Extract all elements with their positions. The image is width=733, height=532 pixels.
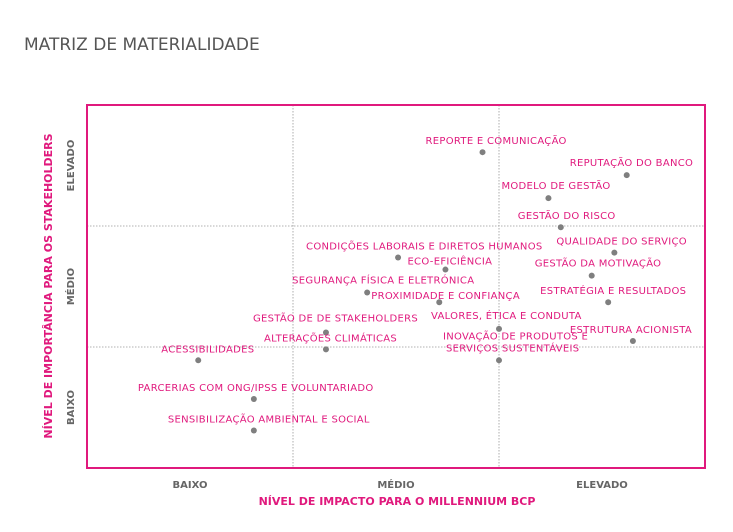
point-label: ECO-EFICIÊNCIA (407, 255, 492, 268)
y-tick-label: BAIXO (66, 390, 77, 425)
point-marker (250, 396, 257, 403)
data-point: INOVAÇÃO DE PRODUTOS E SERVIÇOS SUSTENTÁV… (443, 329, 588, 364)
data-point: MODELO DE GESTÃO (501, 179, 610, 202)
point-marker (250, 427, 257, 434)
data-point: PROXIMIDADE E CONFIANÇA (371, 291, 520, 306)
point-marker (322, 346, 329, 353)
point-label: ACESSIBILIDADES (161, 344, 254, 355)
point-label: PROXIMIDADE E CONFIANÇA (371, 291, 520, 302)
x-axis-title: NÍVEL DE IMPACTO PARA O MILLENNIUM BCP (259, 495, 536, 508)
x-tick-label: BAIXO (173, 480, 208, 491)
point-label: QUALIDADE DO SERVIÇO (556, 237, 687, 248)
point-label: ESTRUTURA ACIONISTA (570, 325, 692, 336)
point-marker (611, 249, 618, 256)
data-point: REPUTAÇÃO DO BANCO (570, 156, 694, 179)
y-tick-labels: BAIXO MÉDIO ELEVADO (64, 140, 77, 425)
point-label: REPUTAÇÃO DO BANCO (570, 156, 694, 169)
data-point: GESTÃO DE DE STAKEHOLDERS (253, 311, 418, 336)
data-point: SENSIBILIZAÇÃO AMBIENTAL E SOCIAL (168, 412, 370, 434)
data-point: REPORTE E COMUNICAÇÃO (426, 134, 567, 156)
point-label: SENSIBILIZAÇÃO AMBIENTAL E SOCIAL (168, 412, 370, 425)
point-label: VALORES, ÉTICA E CONDUTA (431, 309, 582, 322)
data-point: QUALIDADE DO SERVIÇO (556, 237, 687, 256)
data-point: CONDIÇÕES LABORAIS E DIRETOS HUMANOS (306, 239, 542, 261)
point-marker (479, 149, 486, 156)
point-marker (195, 357, 202, 364)
data-point: ESTRUTURA ACIONISTA (570, 325, 692, 344)
y-axis-title: NÍVEL DE IMPORTÂNCIA PARA OS STAKEHOLDER… (42, 133, 55, 438)
data-point: SEGURANÇA FÍSICA E ELETRÓNICA (292, 274, 474, 296)
point-label: REPORTE E COMUNICAÇÃO (426, 134, 567, 147)
point-label: GESTÃO DA MOTIVAÇÃO (535, 257, 662, 270)
point-marker (395, 254, 402, 261)
x-tick-labels: BAIXO MÉDIO ELEVADO (173, 478, 628, 491)
point-label: PARCERIAS COM ONG/IPSS E VOLUNTARIADO (138, 383, 374, 394)
point-label: CONDIÇÕES LABORAIS E DIRETOS HUMANOS (306, 239, 542, 252)
point-marker (545, 195, 552, 202)
point-marker (557, 224, 564, 231)
plot-frame (86, 104, 706, 469)
point-label: MODELO DE GESTÃO (501, 179, 610, 192)
point-marker (322, 329, 329, 336)
data-point: PARCERIAS COM ONG/IPSS E VOLUNTARIADO (138, 383, 374, 403)
data-point: ESTRATÉGIA E RESULTADOS (540, 284, 686, 306)
data-point: ACESSIBILIDADES (161, 344, 254, 364)
point-label: INOVAÇÃO DE PRODUTOS E SERVIÇOS SUSTENTÁV… (443, 329, 588, 354)
point-marker (436, 299, 443, 306)
point-marker (364, 289, 371, 296)
point-label: SEGURANÇA FÍSICA E ELETRÓNICA (292, 274, 474, 287)
x-tick-label: ELEVADO (576, 480, 628, 491)
point-marker (496, 357, 502, 364)
point-label: ESTRATÉGIA E RESULTADOS (540, 284, 686, 297)
x-tick-label: MÉDIO (377, 478, 414, 491)
data-point: GESTÃO DO RISCO (518, 209, 616, 231)
point-marker (588, 272, 595, 279)
point-marker (623, 172, 630, 179)
point-label: GESTÃO DO RISCO (518, 209, 616, 222)
y-tick-label: MÉDIO (64, 268, 77, 305)
data-point: ECO-EFICIÊNCIA (407, 255, 492, 273)
data-point: GESTÃO DA MOTIVAÇÃO (535, 257, 662, 279)
point-marker (605, 299, 612, 306)
point-label: ALTERAÇÕES CLIMÁTICAS (264, 331, 397, 344)
chart-title: MATRIZ DE MATERIALIDADE (24, 35, 260, 55)
y-tick-label: ELEVADO (66, 140, 77, 192)
point-marker (629, 337, 636, 344)
data-point: VALORES, ÉTICA E CONDUTA (431, 309, 582, 332)
data-point: ALTERAÇÕES CLIMÁTICAS (264, 331, 397, 353)
point-marker (496, 325, 502, 332)
point-label: GESTÃO DE DE STAKEHOLDERS (253, 311, 418, 324)
grid-lines (87, 105, 705, 468)
point-marker (442, 266, 449, 273)
